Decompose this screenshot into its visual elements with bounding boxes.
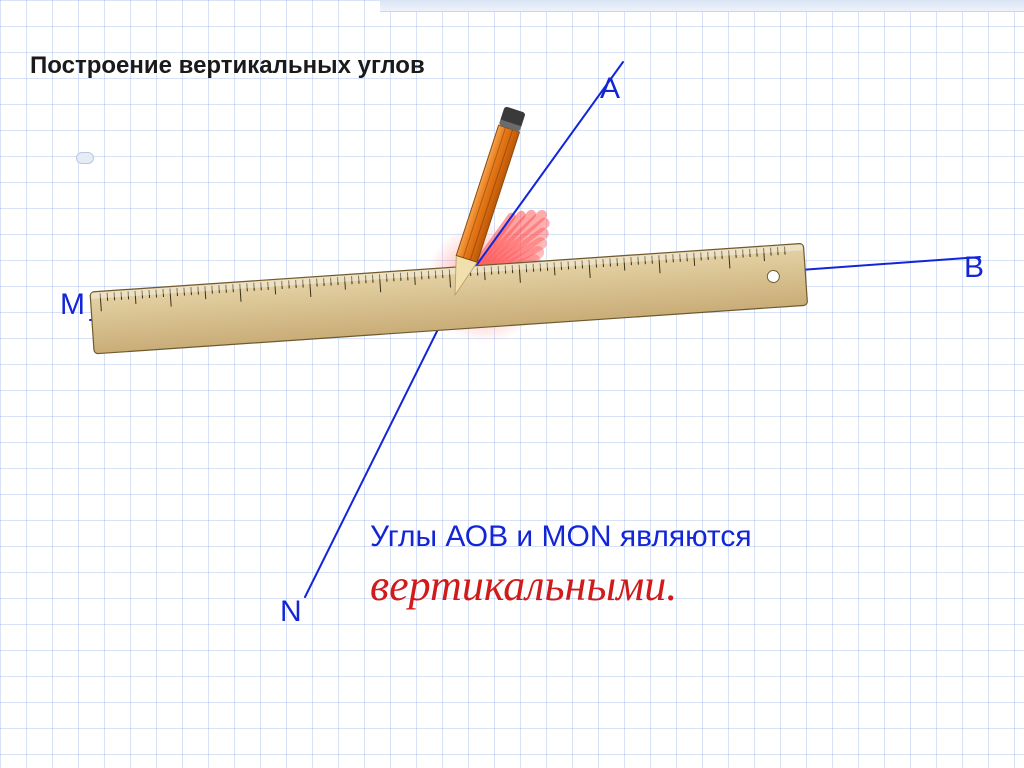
- caption-line1: Углы АОВ и МОN являются: [370, 520, 752, 554]
- caption: Углы АОВ и МОN являются вертикальными.: [370, 520, 752, 611]
- label-a: A: [600, 72, 620, 106]
- label-m: M: [60, 288, 85, 322]
- caption-line2: вертикальными.: [370, 560, 752, 611]
- diagram-stage: [0, 0, 1024, 768]
- label-b: B: [964, 251, 984, 285]
- label-n: N: [280, 595, 302, 629]
